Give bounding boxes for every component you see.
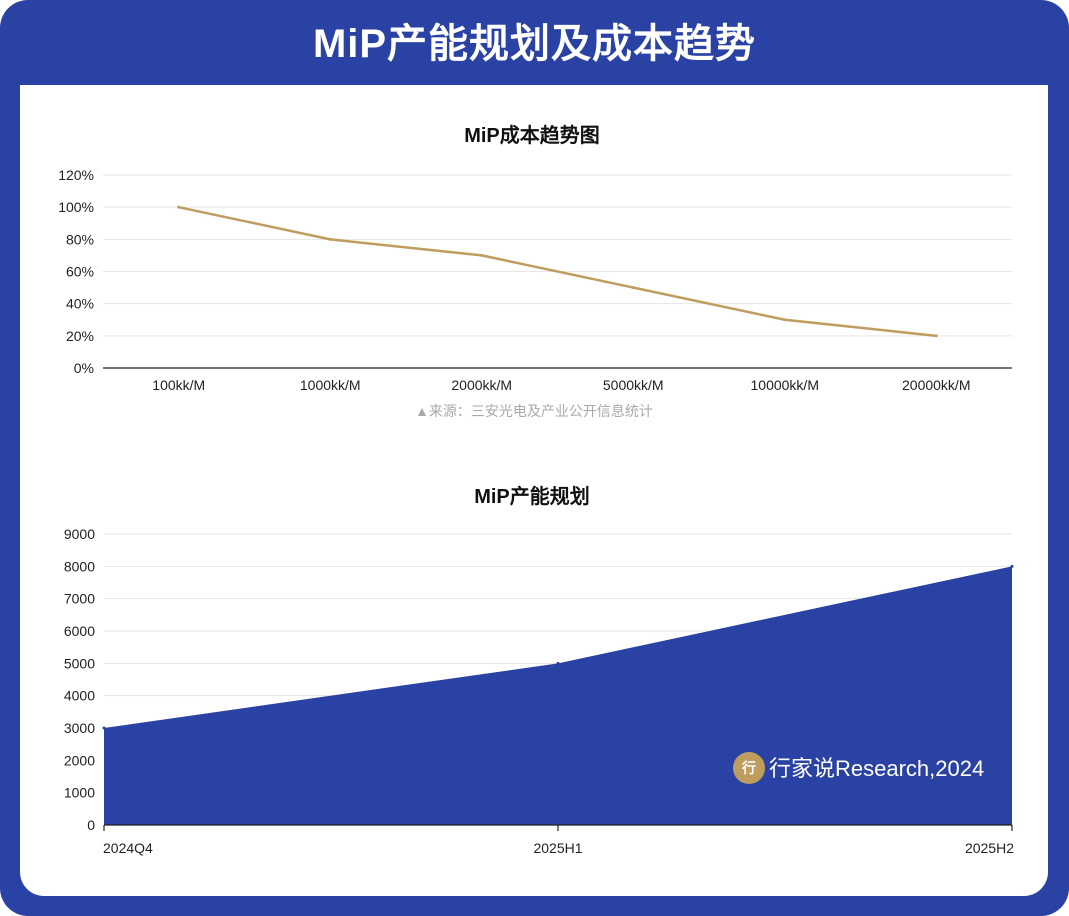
cost-data-point <box>480 253 484 257</box>
capacity-y-tick-label: 9000 <box>64 526 95 542</box>
capacity-series-area <box>104 566 1012 825</box>
capacity-chart-title: MiP产能规划 <box>474 484 590 508</box>
cost-x-tick-label: 1000kk/M <box>300 377 361 393</box>
cost-series-points <box>177 205 938 338</box>
source-note: ▲来源：三安光电及产业公开信息统计 <box>415 403 653 419</box>
cost-y-tick-label: 60% <box>66 264 94 280</box>
cost-chart-y-axis: 0% 20% 40% 60% 80% 100% 120% <box>58 167 94 376</box>
watermark-logo-glyph: 行 <box>741 760 756 776</box>
capacity-y-tick-label: 4000 <box>64 688 95 704</box>
cost-x-tick-label: 10000kk/M <box>751 377 819 393</box>
capacity-y-tick-label: 0 <box>87 817 95 833</box>
capacity-y-tick-label: 6000 <box>64 623 95 639</box>
capacity-x-tick-label: 2025H1 <box>533 840 582 856</box>
cost-data-point <box>177 205 181 209</box>
capacity-data-point <box>556 661 560 665</box>
capacity-y-tick-label: 8000 <box>64 558 95 574</box>
capacity-y-tick-label: 3000 <box>64 720 95 736</box>
cost-y-tick-label: 20% <box>66 328 94 344</box>
cost-series-line <box>178 205 937 338</box>
capacity-y-tick-label: 1000 <box>64 785 95 801</box>
cost-y-tick-label: 0% <box>74 360 94 376</box>
cost-chart-x-axis: 100kk/M 1000kk/M 2000kk/M 5000kk/M 10000kk/M… <box>152 377 970 393</box>
cost-y-tick-label: 120% <box>58 167 94 183</box>
cost-data-point <box>783 318 787 322</box>
capacity-y-tick-label: 2000 <box>64 752 95 768</box>
cost-x-tick-label: 100kk/M <box>152 377 205 393</box>
cost-trend-chart: MiP成本趋势图 0%20%40%60%80%100%120% 100kk/M 1… <box>58 123 1012 419</box>
capacity-data-point <box>1010 564 1014 568</box>
capacity-chart-x-axis: 2024Q4 2025H1 2025H2 <box>103 825 1014 856</box>
cost-data-point <box>934 334 938 338</box>
capacity-y-tick-label: 5000 <box>64 655 95 671</box>
cost-chart-title: MiP成本趋势图 <box>464 123 600 147</box>
watermark-text: 行家说Research,2024 <box>769 756 984 781</box>
capacity-plan-chart: MiP产能规划 0 1000 2000 3000 4000 5000 6000 7000 800… <box>64 484 1014 856</box>
capacity-data-point <box>102 726 106 730</box>
capacity-x-tick-label: 2024Q4 <box>103 840 153 856</box>
cost-x-tick-label: 2000kk/M <box>451 377 512 393</box>
watermark-logo-icon <box>733 752 765 784</box>
cost-x-tick-label: 20000kk/M <box>902 377 970 393</box>
cost-y-tick-label: 40% <box>66 296 94 312</box>
watermark: 行 行家说Research,2024 <box>733 752 984 784</box>
cost-chart-gridlines <box>103 174 1012 337</box>
cost-y-tick-label: 80% <box>66 231 94 247</box>
capacity-chart-y-axis: 0 1000 2000 3000 4000 5000 6000 7000 8000 9000 <box>64 526 95 833</box>
cost-data-point <box>328 237 332 241</box>
capacity-x-tick-label: 2025H2 <box>965 840 1014 856</box>
cost-x-tick-label: 5000kk/M <box>603 377 664 393</box>
capacity-y-tick-label: 7000 <box>64 591 95 607</box>
cost-y-tick-label: 100% <box>58 199 94 215</box>
capacity-series-points <box>102 564 1014 730</box>
page-title: MiP产能规划及成本趋势 <box>312 22 757 66</box>
cost-data-point <box>631 286 635 290</box>
